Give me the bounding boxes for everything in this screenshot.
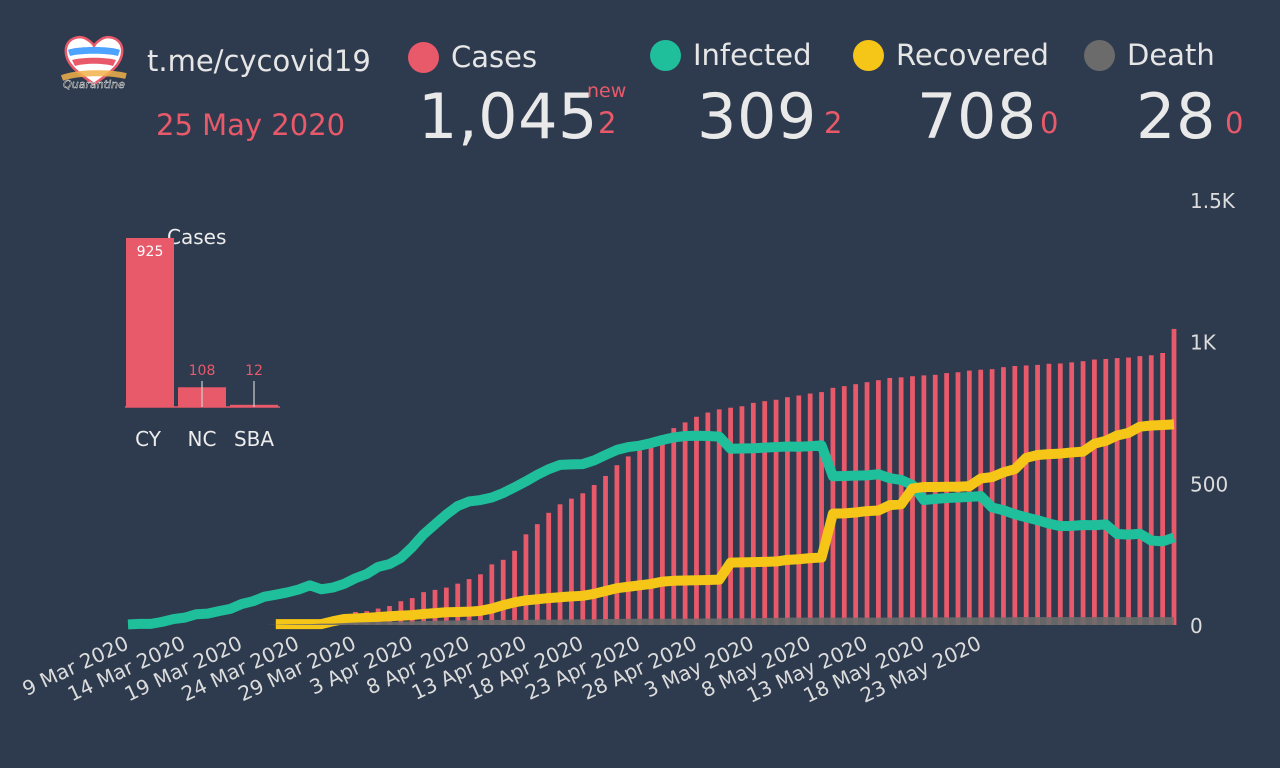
recovered-label: Recovered — [896, 38, 1049, 72]
death-legend: Death — [1084, 38, 1215, 72]
cases-bar — [796, 395, 802, 625]
cases-new: 2 — [598, 106, 617, 140]
cases-bar — [1080, 361, 1086, 625]
cases-bar — [466, 579, 472, 625]
cases-bar — [625, 456, 631, 625]
cases-bar — [1114, 358, 1120, 625]
cases-bar — [591, 485, 597, 625]
cases-bar — [1103, 358, 1109, 625]
cases-bar — [1035, 364, 1040, 625]
recovered-total: 708 — [917, 80, 1037, 153]
infected-legend: Infected — [650, 38, 812, 72]
logo-text: Quarantine — [63, 78, 125, 91]
cases-bar — [1046, 363, 1052, 625]
infected-total: 309 — [697, 80, 817, 153]
death-new: 0 — [1225, 106, 1244, 140]
cases-bar — [853, 384, 859, 625]
cases-bar — [716, 409, 722, 625]
cases-bar — [421, 592, 426, 625]
cases-bar — [1092, 359, 1097, 625]
cases-bar — [546, 512, 552, 625]
cases-bar — [694, 416, 699, 625]
cases-bar — [876, 380, 881, 625]
recovered-legend: Recovered — [853, 38, 1049, 72]
cases-new-label: new — [587, 80, 627, 102]
cases-bar — [648, 445, 654, 625]
channel-link[interactable]: t.me/cycovid19 — [147, 44, 371, 78]
cases-bar — [557, 504, 563, 625]
logo-ribbon — [60, 70, 127, 81]
infected-line — [127, 430, 1176, 630]
cases-bar — [443, 587, 449, 625]
cases-bar — [750, 402, 756, 625]
cases-bar — [534, 524, 540, 625]
cases-bar — [1069, 362, 1075, 625]
y-tick-label: 0 — [1190, 614, 1203, 638]
cases-bar — [705, 412, 711, 625]
report-date: 25 May 2020 — [156, 108, 346, 142]
cases-bar — [841, 386, 847, 625]
cases-bar — [489, 564, 495, 625]
death-label: Death — [1127, 38, 1215, 72]
cases-bar — [1012, 366, 1018, 625]
cases-bar — [500, 559, 506, 625]
cases-bar — [1126, 357, 1131, 625]
cases-bar — [1057, 363, 1063, 625]
cases-bar — [671, 428, 677, 625]
cases-bar — [785, 397, 790, 625]
cases-total: 1,045 — [418, 80, 598, 153]
cases-dot-icon — [408, 41, 439, 73]
cases-bar — [614, 465, 620, 625]
cases-label: Cases — [451, 40, 538, 74]
cases-bar — [830, 387, 836, 625]
cases-bar — [569, 498, 574, 625]
y-tick-label: 500 — [1190, 472, 1228, 496]
y-tick-label: 1.5K — [1190, 189, 1236, 213]
cases-bar — [603, 475, 608, 625]
quarantine-logo: Quarantine — [60, 36, 127, 91]
death-area — [128, 617, 1174, 625]
cases-bar — [432, 589, 438, 625]
cases-bar — [1137, 356, 1143, 625]
infected-new: 2 — [824, 106, 843, 140]
recovered-line — [275, 419, 1175, 630]
cases-bar — [637, 450, 643, 625]
cases-bar — [819, 392, 824, 625]
cases-legend: Cases — [408, 40, 537, 74]
cases-bar — [1001, 367, 1006, 625]
cases-bar — [523, 534, 529, 625]
cases-bar — [659, 437, 665, 625]
cases-bar — [807, 393, 813, 625]
cases-bar — [580, 493, 586, 625]
death-total: 28 — [1136, 80, 1216, 153]
cases-bar — [512, 550, 517, 625]
cases-bar — [1160, 353, 1166, 625]
cases-bar — [682, 422, 688, 625]
cases-bar — [773, 399, 779, 625]
cases-bar — [739, 406, 745, 625]
cases-bar — [989, 369, 995, 625]
recovered-dot-icon — [853, 39, 884, 71]
cases-bar — [1023, 365, 1029, 625]
cases-bar — [1148, 355, 1154, 625]
cases-bar — [1171, 328, 1177, 625]
cases-bar — [910, 376, 915, 625]
cases-bar — [478, 574, 483, 625]
cases-bar — [864, 382, 870, 625]
recovered-new: 0 — [1040, 106, 1059, 140]
death-dot-icon — [1084, 39, 1115, 71]
infected-dot-icon — [650, 39, 681, 71]
cases-bar — [728, 407, 733, 625]
cases-bar — [455, 583, 461, 625]
cases-bar — [762, 401, 768, 625]
infected-label: Infected — [693, 38, 812, 72]
y-tick-label: 1K — [1190, 331, 1217, 355]
